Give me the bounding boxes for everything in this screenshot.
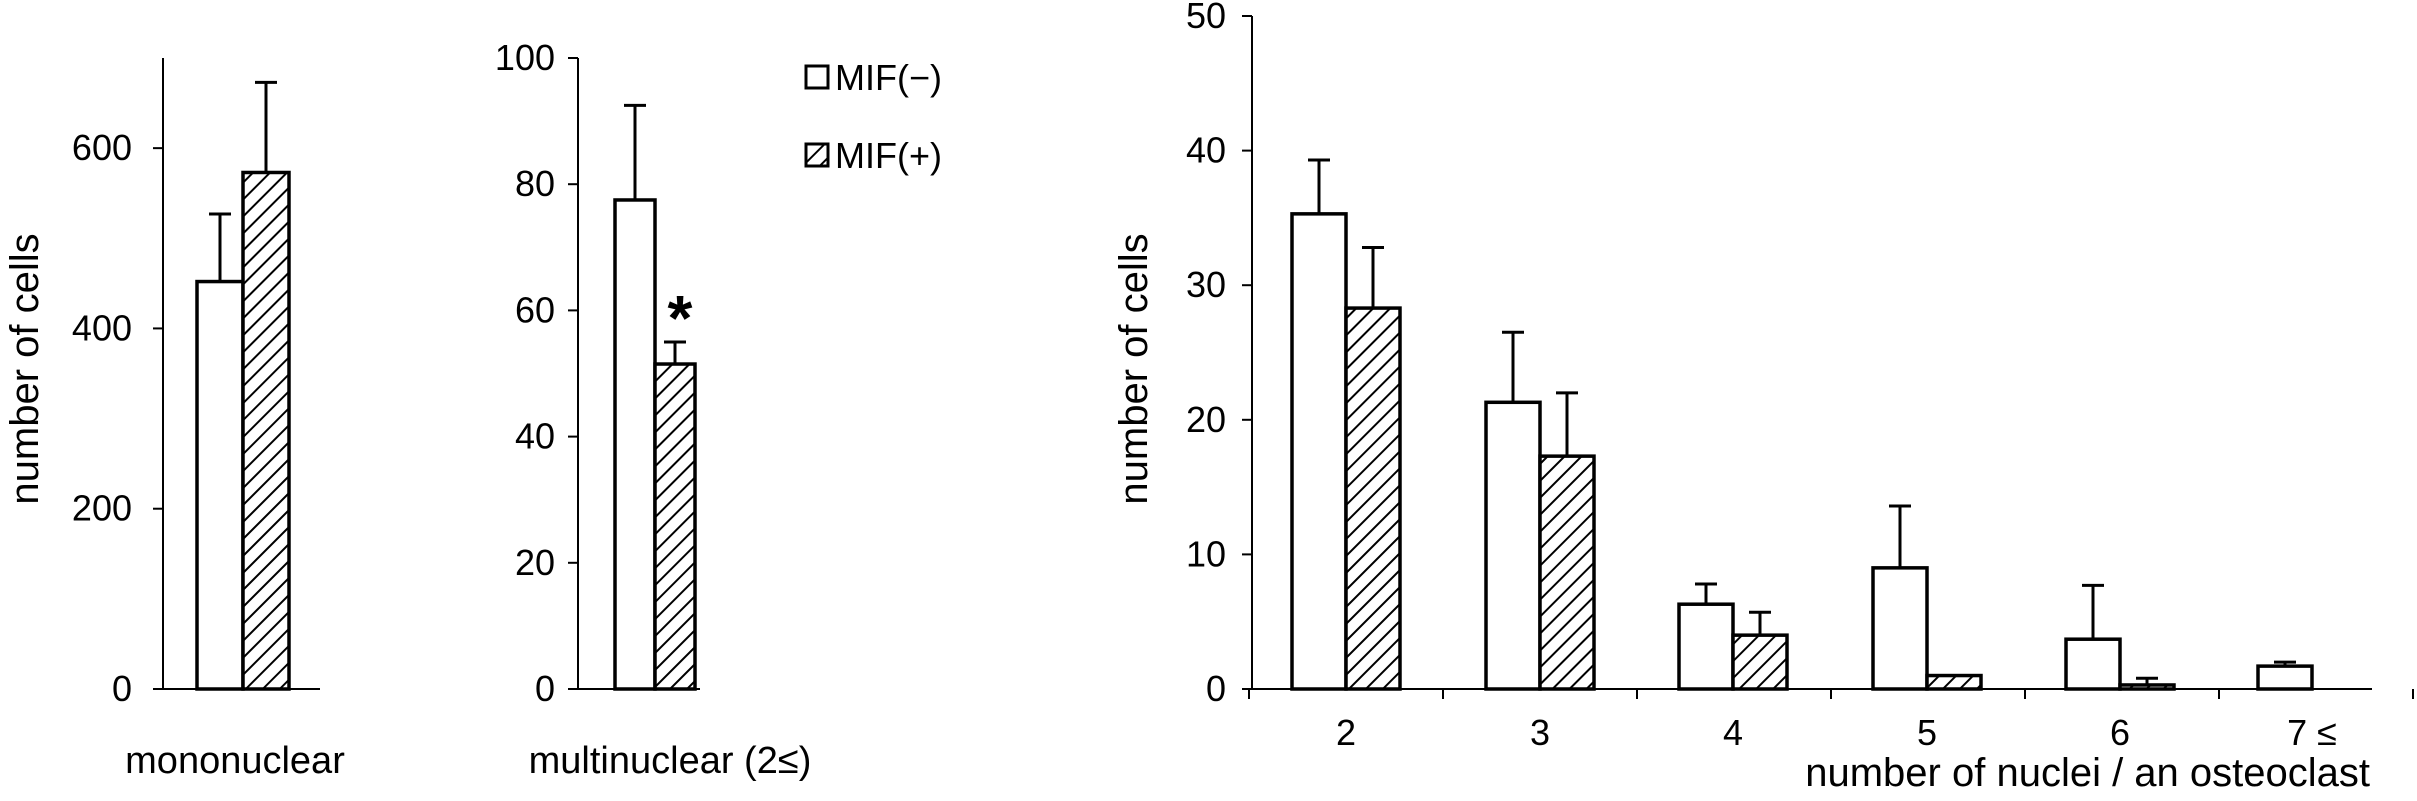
- y-tick-label: 50: [1186, 0, 1226, 36]
- y-axis-title: number of cells: [3, 233, 47, 504]
- y-tick-label: 600: [72, 127, 132, 168]
- bar-mif-6: [2064, 637, 2122, 691]
- chart-panel-mononuclear: 0 200 400 600 number of cells mononuclear: [3, 58, 345, 782]
- bar-mif-4: [1731, 633, 1789, 691]
- y-tick-label: 20: [515, 542, 555, 583]
- x-tick-label: 7 ≤: [2287, 712, 2337, 753]
- x-tick-label: 4: [1723, 712, 1743, 753]
- bar-mif-4: [1677, 602, 1735, 691]
- y-tick-label: 20: [1186, 399, 1226, 440]
- x-tick-label: 3: [1530, 712, 1550, 753]
- chart-panel-multinuclear: 0 20 40 60 80 100 * multinuclear (2≤): [495, 37, 811, 782]
- y-tick-label: 200: [72, 488, 132, 529]
- legend-swatch-mif-plus: [804, 142, 830, 168]
- category-label-mononuclear: mononuclear: [125, 740, 345, 782]
- y-axis-title: number of cells: [1112, 233, 1156, 504]
- y-tick-label: 40: [1186, 130, 1226, 171]
- bar-mif-3: [1484, 400, 1542, 691]
- y-tick-label: 60: [515, 289, 555, 330]
- legend-label-mif-minus: MIF(−): [835, 57, 942, 98]
- bar-mif-5: [1871, 566, 1929, 691]
- y-tick-label: 0: [535, 668, 555, 709]
- bar-mif-mononuclear: [195, 279, 245, 691]
- y-tick-label: 0: [1206, 668, 1226, 709]
- bar-mif-3: [1538, 454, 1596, 691]
- bar-mif-5: [1925, 673, 1983, 691]
- legend: MIF(−) MIF(+): [804, 57, 942, 176]
- y-tick-label: 400: [72, 307, 132, 348]
- chart-panel-nuclei-distribution: 0 10 20 30 40 50 2 3 4 5 6 7 ≤ number of cells numb…: [1112, 0, 2414, 795]
- category-label-multinuclear: multinuclear (2≤): [529, 740, 812, 782]
- x-tick-label: 5: [1917, 712, 1937, 753]
- significance-mark: *: [668, 282, 693, 354]
- y-tick-label: 30: [1186, 264, 1226, 305]
- y-tick-label: 40: [515, 416, 555, 457]
- y-tick-label: 100: [495, 37, 555, 78]
- y-tick-label: 80: [515, 163, 555, 204]
- x-axis-title: number of nuclei / an osteoclast: [1805, 751, 2370, 795]
- legend-label-mif-plus: MIF(+): [835, 135, 942, 176]
- legend-swatch-mif-minus: [804, 64, 830, 90]
- bar-mif-2: [1344, 306, 1402, 691]
- bar-mif-2: [1290, 212, 1348, 691]
- y-tick-label: 0: [112, 668, 132, 709]
- y-tick-label: 10: [1186, 533, 1226, 574]
- x-tick-label: 2: [1336, 712, 1356, 753]
- bar-mif-7: [2256, 664, 2314, 691]
- bar-mif-mononuclear: [241, 170, 291, 691]
- bar-mif-multinuclear-2: [653, 362, 697, 691]
- x-tick-label: 6: [2110, 712, 2130, 753]
- bar-mif-multinuclear-2: [613, 198, 657, 691]
- bar-mif-6: [2118, 683, 2176, 691]
